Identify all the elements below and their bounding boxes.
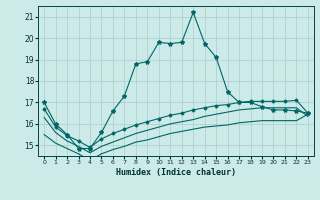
- X-axis label: Humidex (Indice chaleur): Humidex (Indice chaleur): [116, 168, 236, 177]
